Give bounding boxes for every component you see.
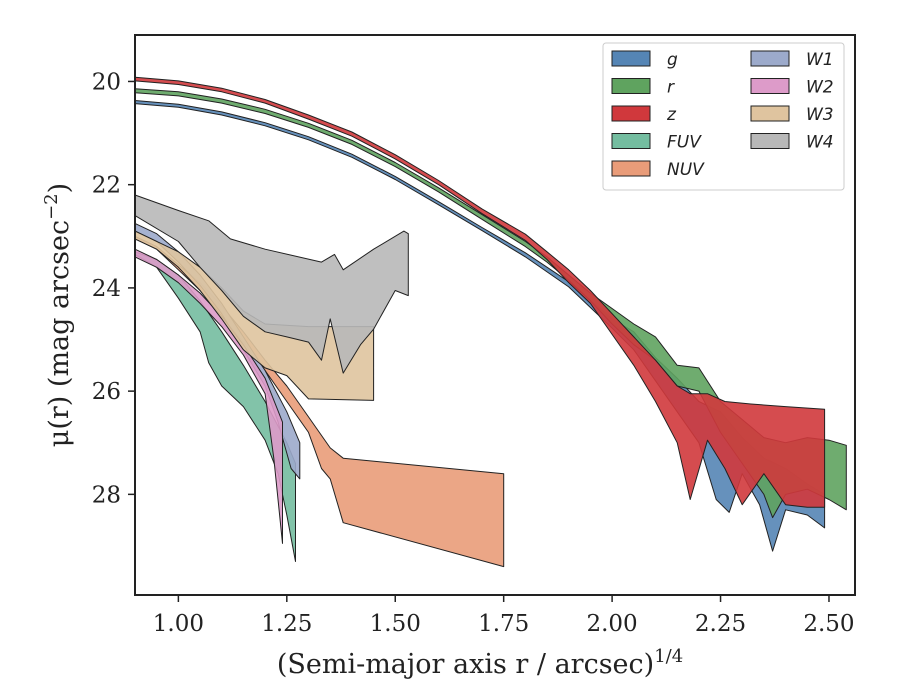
legend-label-w4: W4 <box>806 133 834 153</box>
legend-swatch-g <box>611 50 651 67</box>
y-tick-label: 22 <box>92 173 121 199</box>
x-tick-label: 1.50 <box>370 611 421 637</box>
y-axis-label-close: ) <box>44 183 75 194</box>
plot-frame <box>134 34 856 596</box>
x-tick-label: 2.25 <box>695 611 746 637</box>
legend-swatch-w2 <box>750 78 790 94</box>
x-tick-label: 2.00 <box>586 611 637 637</box>
x-axis-ticks: 1.00 1.25 1.50 1.75 2.00 2.25 2.50 <box>153 595 855 637</box>
legend-label-w3: W3 <box>806 105 834 125</box>
x-axis-label-exponent: 1/4 <box>654 646 683 667</box>
y-tick-label: 20 <box>92 69 121 95</box>
x-tick-label: 1.25 <box>261 611 312 637</box>
y-axis-label-exponent: −2 <box>41 193 62 220</box>
y-tick-label: 24 <box>92 276 121 302</box>
y-axis-label: μ(r) (mag arcsec−2) <box>41 183 75 447</box>
legend-label-z: z <box>666 105 677 125</box>
y-tick-label: 28 <box>92 482 121 508</box>
legend-label-r: r <box>667 78 675 98</box>
y-tick-label: 26 <box>92 379 121 405</box>
legend-label-g: g <box>667 50 678 70</box>
legend-swatch-r <box>611 78 651 94</box>
legend-swatch-nuv <box>611 160 651 177</box>
legend: grz FUV NUV W1 W2 W3 W4 <box>602 42 845 191</box>
x-tick-label: 2.50 <box>803 611 854 637</box>
band-z <box>134 76 826 508</box>
legend-label-w1: W1 <box>806 50 834 70</box>
y-axis-ticks: 20 22 24 26 28 <box>92 69 135 508</box>
x-tick-label: 1.00 <box>153 611 204 637</box>
legend-swatch-fuv <box>611 133 651 149</box>
legend-swatch-z <box>611 105 651 122</box>
x-axis-label: (Semi-major axis r / arcsec)1/4 <box>277 646 683 680</box>
profile-bands <box>134 76 847 568</box>
x-tick-label: 1.75 <box>478 611 529 637</box>
legend-swatch-w1 <box>750 50 790 67</box>
band-g <box>134 100 826 552</box>
legend-label-w2: W2 <box>806 78 834 98</box>
band-w4 <box>134 194 409 374</box>
legend-swatch-w4 <box>750 133 790 149</box>
legend-label-nuv: NUV <box>667 160 705 180</box>
band-w2 <box>134 248 283 544</box>
legend-label-fuv: FUV <box>667 133 702 153</box>
legend-swatch-w3 <box>750 105 790 122</box>
